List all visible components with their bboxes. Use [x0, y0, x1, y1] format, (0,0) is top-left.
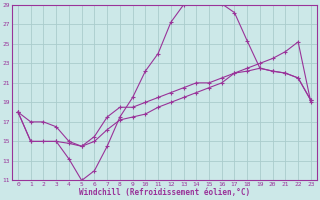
X-axis label: Windchill (Refroidissement éolien,°C): Windchill (Refroidissement éolien,°C) [79, 188, 250, 197]
